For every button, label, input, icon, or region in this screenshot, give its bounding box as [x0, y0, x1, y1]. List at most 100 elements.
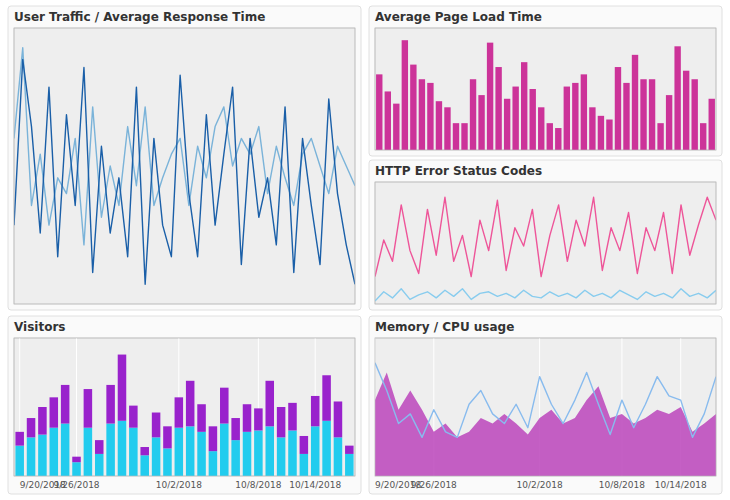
bar — [277, 407, 286, 437]
chart-title: User Traffic / Average Response Time — [14, 10, 265, 24]
bar — [175, 397, 184, 427]
bar — [376, 74, 382, 150]
line — [375, 289, 716, 301]
line — [14, 60, 355, 285]
bar — [118, 355, 127, 421]
plot-frame — [375, 182, 716, 304]
bar — [15, 432, 24, 446]
bar — [581, 74, 587, 150]
bar — [84, 389, 93, 428]
grid-line — [76, 338, 77, 476]
chart-title: Visitors — [14, 320, 66, 334]
x-tick-label: 10/8/2018 — [599, 480, 645, 490]
bar — [129, 428, 138, 476]
bar — [118, 421, 127, 476]
bar — [106, 385, 115, 424]
bar — [220, 424, 229, 476]
bar — [666, 95, 672, 150]
bar — [345, 454, 354, 476]
marks — [15, 355, 353, 476]
x-tick-label: 9/26/2018 — [53, 480, 99, 490]
bar — [61, 385, 70, 424]
bar — [129, 406, 138, 428]
bar — [470, 79, 476, 150]
bar — [530, 89, 536, 150]
bar — [322, 421, 331, 476]
bar — [72, 457, 81, 463]
bar — [598, 116, 604, 150]
bar — [61, 424, 70, 476]
bar — [538, 107, 544, 150]
bar — [521, 62, 527, 150]
chart-panel: Memory / CPU usage9/20/20189/26/201810/2… — [369, 316, 722, 494]
bar — [209, 426, 218, 451]
chart-title: HTTP Error Status Codes — [375, 164, 542, 178]
bar — [209, 451, 218, 476]
bar — [512, 87, 518, 150]
bar — [15, 446, 24, 476]
x-tick-label: 9/26/2018 — [411, 480, 457, 490]
marks — [14, 48, 355, 285]
marks — [375, 197, 716, 301]
bar — [504, 99, 510, 150]
bar — [197, 432, 206, 476]
dashboard-svg: User Traffic / Average Response TimeAver… — [0, 0, 730, 500]
plot-area — [14, 28, 355, 304]
bar — [311, 396, 320, 426]
bar — [265, 426, 274, 476]
x-tick-label: 10/2/2018 — [156, 480, 202, 490]
bar — [402, 40, 408, 150]
chart-title: Memory / CPU usage — [375, 320, 514, 334]
page-background — [0, 0, 730, 500]
bar — [444, 107, 450, 150]
bar — [288, 430, 297, 476]
plot-frame — [375, 338, 716, 476]
bar — [84, 428, 93, 476]
bar — [345, 446, 354, 454]
bar — [27, 418, 36, 437]
panel-background — [369, 6, 722, 156]
bar — [106, 424, 115, 476]
bar — [186, 381, 195, 427]
bar — [27, 437, 36, 476]
bar — [311, 426, 320, 476]
x-tick-label: 10/2/2018 — [517, 480, 563, 490]
line — [375, 197, 716, 276]
bar — [243, 404, 252, 432]
bar — [220, 388, 229, 424]
bar — [152, 437, 161, 476]
x-tick-label: 10/14/2018 — [289, 480, 341, 490]
bar — [555, 128, 561, 150]
bar — [186, 426, 195, 476]
bar — [632, 55, 638, 150]
bar — [674, 46, 680, 150]
plot-frame — [375, 28, 716, 150]
bar — [589, 107, 595, 150]
marks — [376, 40, 715, 150]
bar — [38, 435, 47, 476]
plot-area — [14, 338, 355, 476]
plot-frame — [14, 338, 355, 476]
panel-background — [8, 316, 361, 494]
bar — [640, 79, 646, 150]
bar — [385, 91, 391, 150]
bar — [495, 67, 501, 150]
bar — [231, 440, 240, 476]
bar — [334, 401, 343, 437]
bar — [649, 79, 655, 150]
bar — [265, 381, 274, 427]
bar — [572, 83, 578, 150]
chart-panel: HTTP Error Status Codes — [369, 160, 722, 310]
bar — [334, 437, 343, 476]
bar — [163, 426, 172, 448]
bar — [95, 454, 104, 476]
bar — [547, 123, 553, 150]
bar — [606, 120, 612, 151]
bar — [683, 71, 689, 150]
bar — [419, 79, 425, 150]
bar — [487, 43, 493, 150]
bar — [700, 123, 706, 150]
bar — [322, 375, 331, 421]
bar — [254, 408, 263, 430]
bar — [72, 462, 81, 476]
